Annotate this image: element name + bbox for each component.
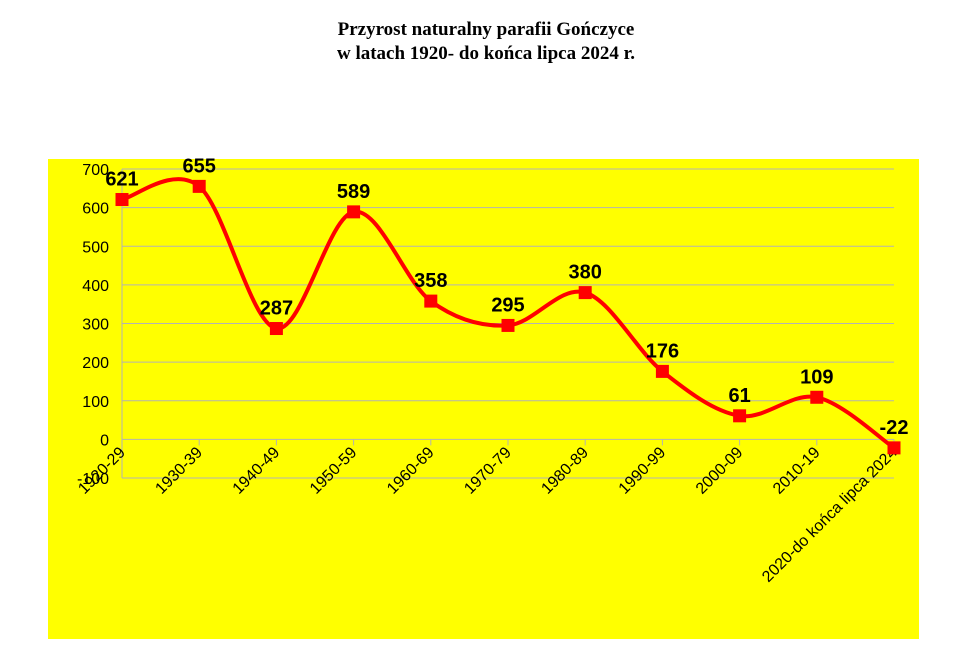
data-label: 655 xyxy=(183,155,216,177)
series-line xyxy=(120,177,896,450)
data-point-marker xyxy=(501,318,515,332)
y-tick-label: 500 xyxy=(82,239,109,256)
data-label: 621 xyxy=(105,169,138,191)
data-label: -22 xyxy=(880,417,909,439)
y-tick-label: 700 xyxy=(82,162,109,179)
y-tick-label: 0 xyxy=(100,432,109,449)
data-label: 176 xyxy=(646,340,679,362)
y-tick-label: -100 xyxy=(77,471,109,488)
data-point-marker xyxy=(192,179,206,193)
data-label: 295 xyxy=(491,294,524,316)
data-point-marker xyxy=(347,205,361,219)
y-axis: 700 600 500 400 300 200 100 0 -100 xyxy=(77,162,123,488)
data-label: 380 xyxy=(569,262,602,284)
y-tick-label: 100 xyxy=(82,394,109,411)
y-tick-label: 600 xyxy=(82,201,109,218)
y-tick-label: 400 xyxy=(82,278,109,295)
chart-background xyxy=(48,159,919,639)
data-point-marker xyxy=(810,390,824,404)
data-label: 287 xyxy=(260,298,293,320)
data-point-marker xyxy=(887,441,901,455)
data-point-marker xyxy=(424,294,438,308)
y-tick-label: 200 xyxy=(82,355,109,372)
data-point-marker xyxy=(578,286,592,300)
chart-title: Przyrost naturalny parafii Gończyce w la… xyxy=(0,18,972,66)
data-point-marker xyxy=(115,193,129,207)
data-point-marker xyxy=(655,364,669,378)
data-label: 589 xyxy=(337,181,370,203)
data-label: 109 xyxy=(800,366,833,388)
data-label: 61 xyxy=(728,385,750,407)
data-labels: 621 655 287 589 358 295 380 176 61 109 -22 xyxy=(105,155,908,438)
chart-title-line-2: w latach 1920- do końca lipca 2024 r. xyxy=(336,43,636,64)
data-point-marker xyxy=(733,409,747,423)
chart-title-line-1: Przyrost naturalny parafii Gończyce xyxy=(337,19,635,40)
data-point-marker xyxy=(269,322,283,336)
data-label: 358 xyxy=(414,270,447,292)
series-markers xyxy=(115,179,901,455)
y-tick-label: 300 xyxy=(82,317,109,334)
